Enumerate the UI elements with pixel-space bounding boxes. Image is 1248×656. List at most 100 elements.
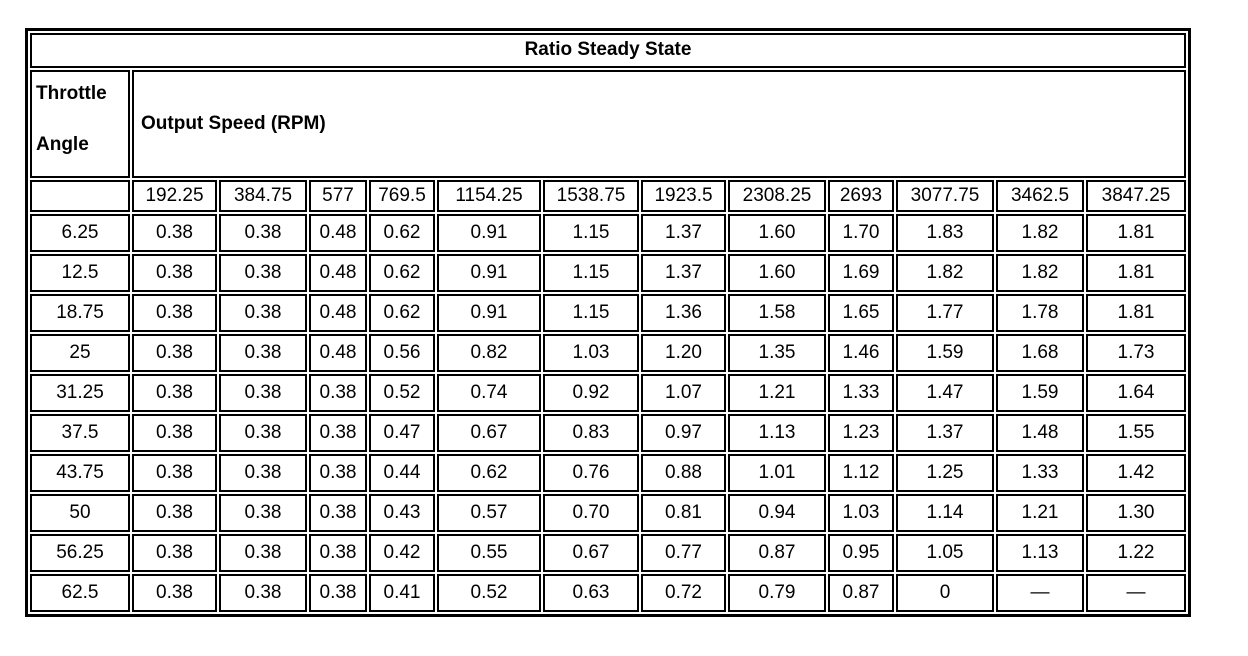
value-cell: 0.48	[309, 254, 367, 292]
value-cell: 0.91	[437, 214, 541, 252]
value-cell: 0.55	[437, 534, 541, 572]
row-header: 12.5	[30, 254, 130, 292]
row-header: 18.75	[30, 294, 130, 332]
value-cell: 1.37	[896, 414, 994, 452]
value-cell: 1.59	[996, 374, 1084, 412]
value-cell: 0.38	[219, 494, 307, 532]
value-cell: 1.82	[896, 254, 994, 292]
value-cell: 1.81	[1086, 294, 1186, 332]
value-cell: 0.62	[369, 254, 435, 292]
value-cell: 1.77	[896, 294, 994, 332]
value-cell: 0.48	[309, 334, 367, 372]
column-header-2308.25: 2308.25	[728, 180, 826, 212]
value-cell: 0.87	[828, 574, 894, 612]
row-header: 62.5	[30, 574, 130, 612]
column-header-1923.5: 1923.5	[641, 180, 726, 212]
value-cell: 0.62	[437, 454, 541, 492]
value-cell: 0.38	[132, 414, 217, 452]
value-cell: 0.48	[309, 294, 367, 332]
value-cell: 1.69	[828, 254, 894, 292]
value-cell: 0.87	[728, 534, 826, 572]
value-cell: —	[1086, 574, 1186, 612]
value-cell: 0.38	[132, 454, 217, 492]
table-title: Ratio Steady State	[30, 33, 1186, 68]
value-cell: 1.15	[543, 294, 639, 332]
value-cell: 1.37	[641, 214, 726, 252]
value-cell: 0.42	[369, 534, 435, 572]
column-header-769.5: 769.5	[369, 180, 435, 212]
value-cell: 0.91	[437, 254, 541, 292]
value-cell: 1.68	[996, 334, 1084, 372]
value-cell: 0.92	[543, 374, 639, 412]
value-cell: 0.41	[369, 574, 435, 612]
title-row: Ratio Steady State	[30, 33, 1186, 68]
value-cell: 0.38	[309, 494, 367, 532]
value-cell: 0.70	[543, 494, 639, 532]
value-cell: 1.12	[828, 454, 894, 492]
value-cell: 1.82	[996, 254, 1084, 292]
value-cell: 0.38	[309, 534, 367, 572]
value-cell: 1.21	[996, 494, 1084, 532]
value-cell: 0.91	[437, 294, 541, 332]
value-cell: 0.38	[219, 534, 307, 572]
column-axis-label-cell: Output Speed (RPM)	[132, 70, 1186, 178]
value-cell: 1.42	[1086, 454, 1186, 492]
value-cell: 1.30	[1086, 494, 1186, 532]
value-cell: 0.38	[309, 374, 367, 412]
table-row: 18.75 0.38 0.38 0.48 0.62 0.91 1.15 1.36 1.58 1.6…	[30, 294, 1186, 332]
column-header-577: 577	[309, 180, 367, 212]
value-cell: 1.78	[996, 294, 1084, 332]
axis-label-row: Throttle Angle Output Speed (RPM)	[30, 70, 1186, 178]
value-cell: 0.48	[309, 214, 367, 252]
value-cell: 1.03	[543, 334, 639, 372]
value-cell: 1.14	[896, 494, 994, 532]
value-cell: 0.74	[437, 374, 541, 412]
value-cell: 1.25	[896, 454, 994, 492]
column-header-3077.75: 3077.75	[896, 180, 994, 212]
value-cell: 0.43	[369, 494, 435, 532]
value-cell: 0.57	[437, 494, 541, 532]
value-cell: 1.60	[728, 214, 826, 252]
table-row: 50 0.38 0.38 0.38 0.43 0.57 0.70 0.81 0.94 1.03 1.…	[30, 494, 1186, 532]
value-cell: 1.15	[543, 214, 639, 252]
value-cell: 1.81	[1086, 214, 1186, 252]
value-cell: 1.82	[996, 214, 1084, 252]
value-cell: 0.38	[219, 454, 307, 492]
value-cell: 0.67	[437, 414, 541, 452]
value-cell: 1.13	[728, 414, 826, 452]
column-header-192.25: 192.25	[132, 180, 217, 212]
column-header-1154.25: 1154.25	[437, 180, 541, 212]
value-cell: 0.38	[219, 214, 307, 252]
value-cell: 0.62	[369, 214, 435, 252]
value-cell: 0.62	[369, 294, 435, 332]
value-cell: 1.23	[828, 414, 894, 452]
value-cell: 0.38	[132, 574, 217, 612]
value-cell: 0.67	[543, 534, 639, 572]
value-cell: 0.88	[641, 454, 726, 492]
value-cell: 0.38	[132, 494, 217, 532]
column-header-row: 192.25 384.75 577 769.5 1154.25 1538.75 1923.5…	[30, 180, 1186, 212]
row-header: 50	[30, 494, 130, 532]
row-header: 56.25	[30, 534, 130, 572]
value-cell: 0.38	[132, 214, 217, 252]
value-cell: 1.21	[728, 374, 826, 412]
value-cell: 1.64	[1086, 374, 1186, 412]
row-axis-label-line2: Angle	[36, 134, 89, 156]
value-cell: 1.33	[828, 374, 894, 412]
value-cell: 0.38	[132, 374, 217, 412]
value-cell: 0.77	[641, 534, 726, 572]
value-cell: 1.22	[1086, 534, 1186, 572]
value-cell: 1.15	[543, 254, 639, 292]
value-cell: 0.38	[309, 414, 367, 452]
value-cell: 0.38	[309, 574, 367, 612]
table-row: 37.5 0.38 0.38 0.38 0.47 0.67 0.83 0.97 1.13 1.23…	[30, 414, 1186, 452]
row-header: 25	[30, 334, 130, 372]
column-header-2693: 2693	[828, 180, 894, 212]
value-cell: 0.95	[828, 534, 894, 572]
value-cell: 0.97	[641, 414, 726, 452]
value-cell: 0.81	[641, 494, 726, 532]
value-cell: 1.13	[996, 534, 1084, 572]
value-cell: 0.83	[543, 414, 639, 452]
value-cell: 0.38	[219, 294, 307, 332]
value-cell: 0.38	[219, 374, 307, 412]
